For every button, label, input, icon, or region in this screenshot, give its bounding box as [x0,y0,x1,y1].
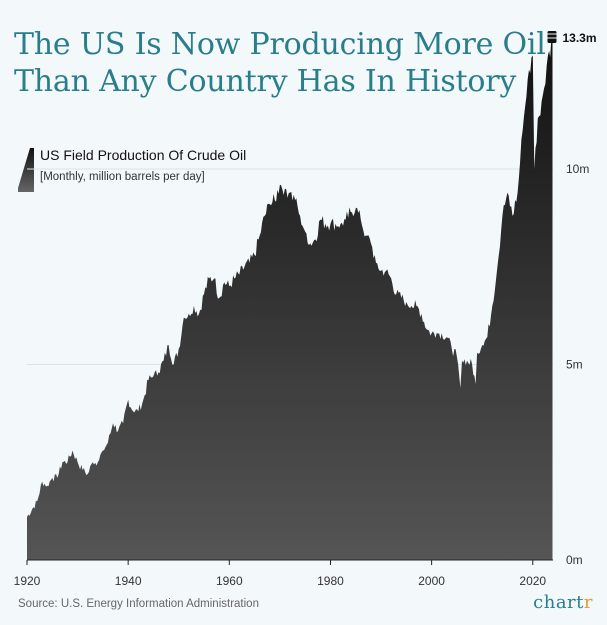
legend: US Field Production Of Crude Oil [Monthl… [18,146,246,192]
brand-logo: chartr [533,592,593,613]
x-tick-label-1980: 1980 [317,574,344,588]
source-note: Source: U.S. Energy Information Administ… [18,598,259,610]
brand-logo-accent: r [583,592,593,613]
x-tick-label-1920: 1920 [14,574,41,588]
x-axis: 1920 1940 1960 1980 2000 2020 [14,559,553,588]
x-tick-label-2020: 2020 [519,574,546,588]
barrel-icon [547,31,557,43]
production-area [27,38,553,560]
legend-series-name: US Field Production Of Crude Oil [40,147,247,163]
y-tick-label-0: 0m [566,553,583,567]
x-tick-label-1940: 1940 [115,574,142,588]
brand-logo-main: chart [533,592,584,613]
chart-title: The US Is Now Producing More Oil Than An… [14,26,554,100]
legend-swatch [18,148,34,192]
x-tick-label-1960: 1960 [216,574,243,588]
annotations: 13.3m [547,31,597,45]
y-axis: 0m 5m 10m [566,162,589,567]
y-tick-label-5: 5m [566,358,583,372]
annotation-label-0: 13.3m [562,31,596,45]
x-tick-label-2000: 2000 [418,574,445,588]
chart-title-line-2: Than Any Country Has In History [14,64,517,99]
y-tick-label-10: 10m [566,162,589,176]
legend-series-unit: [Monthly, million barrels per day] [40,171,205,183]
chart-title-line-1: The US Is Now Producing More Oil [14,27,546,62]
